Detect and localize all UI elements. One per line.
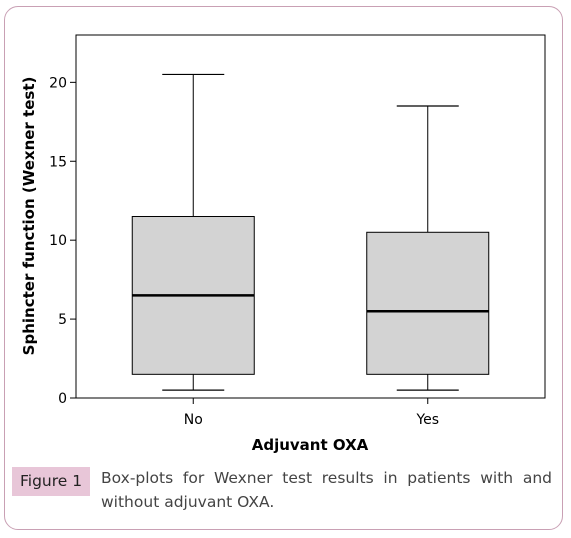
y-axis-label: Sphincter function (Wexner test)	[20, 77, 38, 356]
y-tick-label: 0	[58, 391, 67, 407]
figure-label: Figure 1	[12, 467, 91, 496]
caption-text: Box-plots for Wexner test results in pat…	[101, 466, 552, 514]
x-axis-label: Adjuvant OXA	[252, 436, 369, 454]
plot-frame	[75, 34, 546, 399]
x-tick-label: No	[184, 412, 203, 428]
caption-line-1: Box-plots for Wexner test results in pat…	[101, 469, 552, 487]
box-yes	[366, 231, 490, 375]
plot-area: 0 5 10 15 20 No Yes	[49, 34, 546, 428]
caption-line-2: without adjuvant OXA.	[101, 493, 275, 511]
y-tick-label: 15	[49, 154, 67, 170]
y-tick-label: 5	[58, 312, 67, 328]
y-tick-label: 10	[49, 233, 67, 249]
x-tick-label: Yes	[415, 412, 439, 428]
y-tick-label: 20	[49, 75, 67, 91]
boxplot-chart: 0 5 10 15 20 No Yes Sphincter function (Wexner…	[20, 34, 546, 454]
